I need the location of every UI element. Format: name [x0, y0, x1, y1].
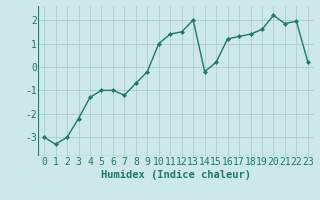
X-axis label: Humidex (Indice chaleur): Humidex (Indice chaleur)	[101, 170, 251, 180]
